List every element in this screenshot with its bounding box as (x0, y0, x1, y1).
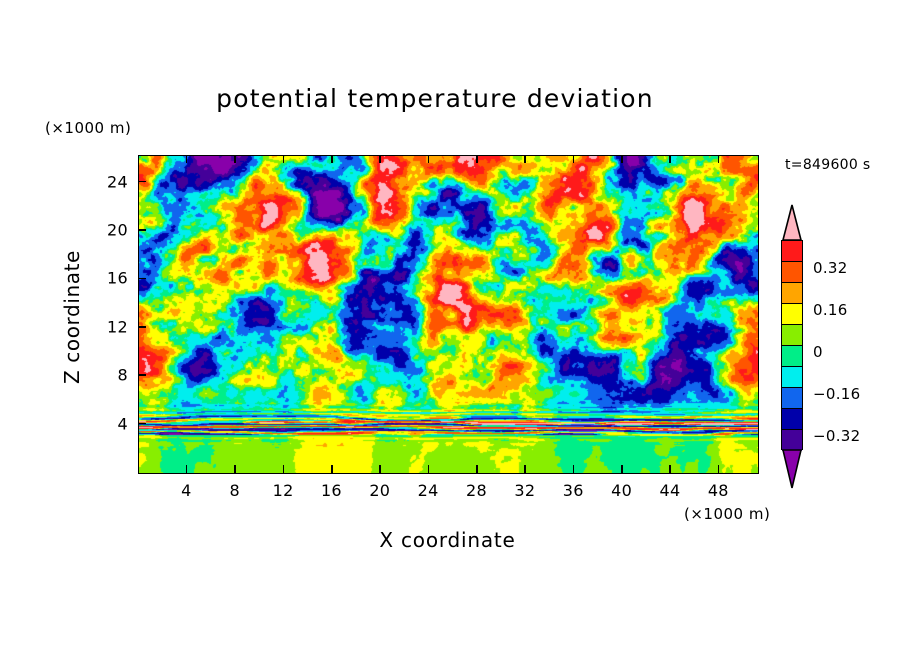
y-tick-label: 4 (117, 414, 128, 434)
x-tick-mark-top (621, 155, 623, 163)
colorbar-tick-label: −0.16 (813, 385, 861, 403)
x-tick-mark (572, 465, 575, 473)
x-tick-mark-top (234, 155, 236, 163)
simulation-time-annotation: t=849600 s (785, 157, 871, 173)
x-tick-label: 28 (466, 481, 487, 500)
x-tick-label: 16 (320, 481, 342, 500)
x-tick-mark (524, 465, 526, 473)
x-tick-label: 44 (659, 481, 681, 500)
y-tick-mark (138, 277, 146, 280)
x-tick-mark-top (476, 155, 478, 163)
colorbar-band (782, 430, 802, 451)
x-tick-label: 40 (611, 481, 633, 500)
x-tick-mark-top (524, 155, 526, 163)
y-tick-mark (138, 229, 146, 231)
x-tick-mark-top (282, 155, 285, 163)
colorbar-band (782, 241, 802, 262)
x-tick-label: 48 (707, 481, 729, 500)
x-tick-mark-top (427, 155, 430, 163)
y-tick-mark (138, 374, 146, 376)
contour-field (139, 156, 758, 473)
y-tick-label: 8 (117, 365, 128, 385)
y-tick-mark (138, 180, 146, 183)
colorbar-band (782, 346, 802, 367)
x-tick-mark (669, 465, 672, 473)
page-title: potential temperature deviation (0, 84, 904, 113)
y-tick-mark (138, 326, 146, 328)
x-tick-mark (234, 465, 236, 473)
y-tick-label: 24 (107, 172, 128, 192)
x-tick-mark-top (330, 155, 333, 163)
y-tick-label: 16 (107, 268, 128, 288)
x-tick-label: 20 (369, 481, 391, 500)
y-tick-label: 20 (107, 220, 128, 240)
colorbar-band (782, 409, 802, 430)
colorbar-bands (781, 240, 803, 451)
x-tick-mark-top (572, 155, 575, 163)
colorbar-band (782, 262, 802, 283)
colorbar-band (782, 304, 802, 325)
colorbar-top-cap-icon (781, 204, 803, 241)
x-tick-label: 32 (514, 481, 536, 500)
x-tick-mark (379, 465, 381, 473)
y-axis-title: Z coordinate (60, 250, 84, 384)
y-tick-mark (138, 422, 146, 425)
x-tick-label: 24 (417, 481, 439, 500)
x-tick-mark (427, 465, 430, 473)
x-tick-label: 36 (562, 481, 584, 500)
x-tick-mark (330, 465, 333, 473)
colorbar-tick-label: 0.16 (813, 301, 848, 319)
x-tick-mark-top (379, 155, 381, 163)
x-tick-label: 12 (272, 481, 294, 500)
x-tick-mark-top (185, 155, 188, 163)
x-tick-mark (476, 465, 478, 473)
colorbar-band (782, 367, 802, 388)
x-tick-mark (717, 465, 720, 473)
x-tick-mark (185, 465, 188, 473)
colorbar-tick-label: 0 (813, 343, 823, 361)
x-tick-label: 8 (229, 481, 240, 500)
y-tick-label: 12 (107, 317, 128, 337)
colorbar-band (782, 388, 802, 409)
x-tick-mark-top (669, 155, 672, 163)
page-title-text: potential temperature deviation (216, 84, 654, 113)
colorbar-bottom-cap-icon (781, 449, 803, 489)
x-axis-title: X coordinate (379, 528, 516, 552)
x-tick-mark (621, 465, 623, 473)
x-tick-label: 4 (181, 481, 192, 500)
y-axis-unit-label: (×1000 m) (45, 119, 132, 137)
colorbar-band (782, 325, 802, 346)
colorbar: 0.32 0.16 0 −0.16 −0.32 (781, 204, 860, 494)
x-tick-mark-top (717, 155, 720, 163)
x-axis-unit-label: (×1000 m) (684, 505, 771, 523)
colorbar-tick-label: 0.32 (813, 259, 848, 277)
x-tick-mark (282, 465, 285, 473)
plot-area (138, 155, 759, 474)
colorbar-band (782, 283, 802, 304)
colorbar-tick-label: −0.32 (813, 427, 861, 445)
